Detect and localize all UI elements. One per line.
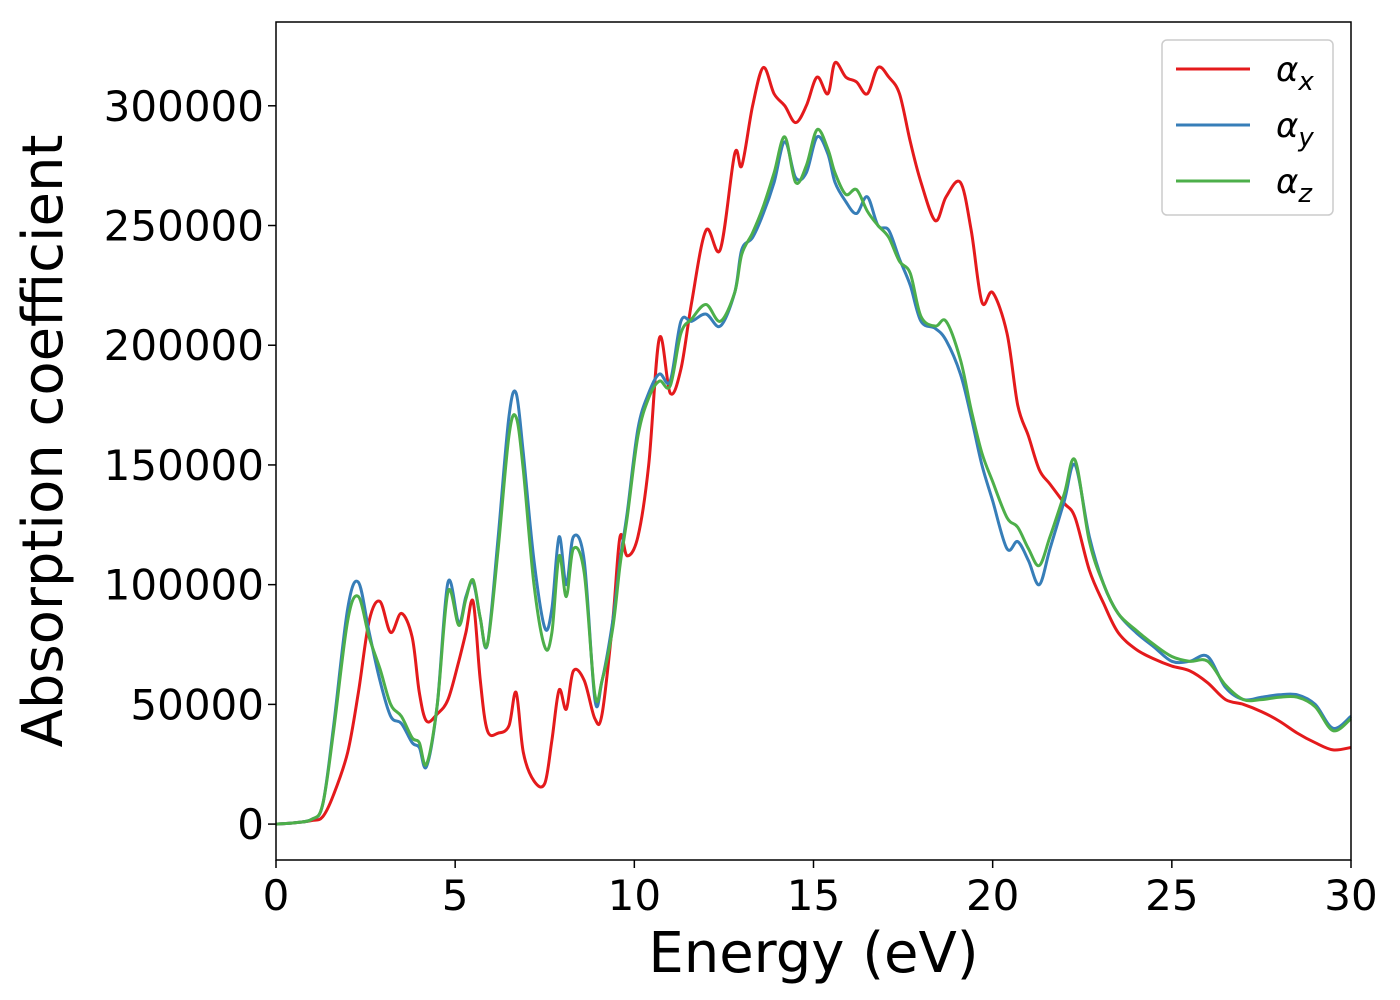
- y-tick-label: 100000: [104, 561, 264, 610]
- legend-label-y: αy: [1276, 106, 1314, 153]
- x-axis-ticks: 0 5 10 15 20 25 30: [263, 860, 1378, 920]
- legend-box: [1161, 39, 1334, 216]
- y-tick-label: 250000: [104, 202, 264, 251]
- x-tick-label: 10: [608, 871, 661, 920]
- y-tick-label: 200000: [104, 321, 264, 370]
- series-line-x: [275, 60, 1352, 826]
- y-tick-label: 300000: [104, 82, 264, 131]
- series-line-z: [275, 127, 1352, 826]
- series-lines: [275, 60, 1352, 826]
- legend: αx αy αz: [1161, 39, 1334, 216]
- x-tick-label: 30: [1324, 871, 1377, 920]
- legend-label-z: αz: [1276, 162, 1313, 209]
- x-tick-label: 20: [966, 871, 1019, 920]
- x-axis-label: Energy (eV): [648, 921, 978, 986]
- x-tick-label: 0: [263, 871, 290, 920]
- y-axis-label: Absorption coefficient: [11, 135, 76, 748]
- x-tick-label: 5: [442, 871, 469, 920]
- x-tick-label: 25: [1145, 871, 1198, 920]
- legend-label-x: αx: [1276, 50, 1314, 97]
- y-axis-ticks: 0 50000 100000 150000 200000 250000 300000: [104, 82, 276, 849]
- y-tick-label: 0: [237, 800, 264, 849]
- x-tick-label: 15: [787, 871, 840, 920]
- series-line-y: [275, 134, 1352, 826]
- y-tick-label: 150000: [104, 441, 264, 490]
- y-tick-label: 50000: [130, 680, 264, 729]
